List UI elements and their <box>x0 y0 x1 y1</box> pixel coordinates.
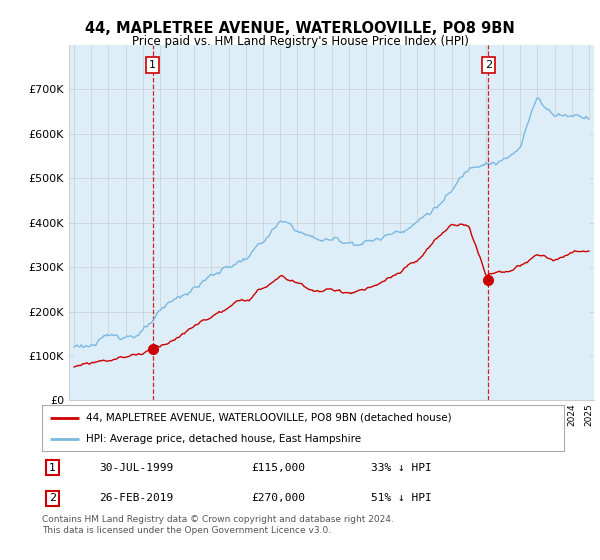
Text: 33% ↓ HPI: 33% ↓ HPI <box>371 463 431 473</box>
Text: 1: 1 <box>149 60 156 70</box>
Text: 44, MAPLETREE AVENUE, WATERLOOVILLE, PO8 9BN: 44, MAPLETREE AVENUE, WATERLOOVILLE, PO8… <box>85 21 515 36</box>
Text: 2: 2 <box>49 493 56 503</box>
Text: HPI: Average price, detached house, East Hampshire: HPI: Average price, detached house, East… <box>86 435 361 444</box>
Text: 2: 2 <box>485 60 492 70</box>
Text: Contains HM Land Registry data © Crown copyright and database right 2024.
This d: Contains HM Land Registry data © Crown c… <box>42 515 394 535</box>
Text: 30-JUL-1999: 30-JUL-1999 <box>100 463 173 473</box>
Text: £115,000: £115,000 <box>251 463 305 473</box>
Text: 51% ↓ HPI: 51% ↓ HPI <box>371 493 431 503</box>
Text: 1: 1 <box>49 463 56 473</box>
Text: £270,000: £270,000 <box>251 493 305 503</box>
Text: 26-FEB-2019: 26-FEB-2019 <box>100 493 173 503</box>
Text: Price paid vs. HM Land Registry's House Price Index (HPI): Price paid vs. HM Land Registry's House … <box>131 35 469 48</box>
Text: 44, MAPLETREE AVENUE, WATERLOOVILLE, PO8 9BN (detached house): 44, MAPLETREE AVENUE, WATERLOOVILLE, PO8… <box>86 413 452 423</box>
